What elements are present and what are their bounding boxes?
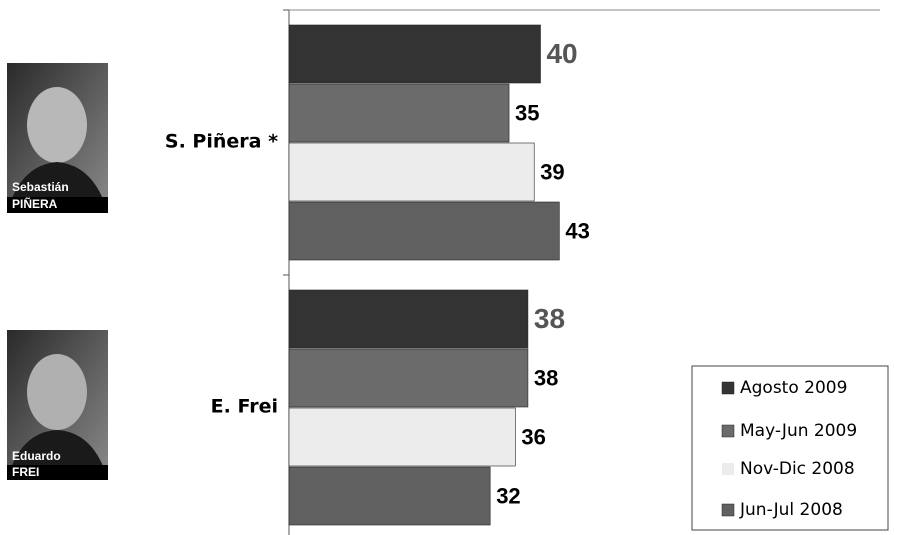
legend-label: Nov-Dic 2008 [740,459,855,479]
legend-swatch [721,424,735,438]
legend-swatch [722,463,734,475]
bar [288,142,535,202]
data-label: 40 [546,38,577,69]
bar [288,466,491,526]
legend-label: Jun-Jul 2008 [739,500,843,520]
bar [288,289,529,349]
legend-label: May-Jun 2009 [740,421,857,441]
legend-label: Agosto 2009 [740,378,847,398]
data-label: 38 [534,303,565,334]
photo [7,330,108,480]
data-label: 32 [496,483,520,508]
bar [288,348,529,408]
bar [288,201,560,261]
photo-caption: Eduardo [12,449,61,463]
photo-caption: FREI [12,465,39,479]
bar [288,407,516,467]
data-label: 35 [515,100,539,125]
data-label: 43 [565,218,589,243]
category-label: S. Piñera * [165,131,278,153]
data-label: 36 [521,424,545,449]
data-label: 39 [540,159,564,184]
photo-caption: Sebastián [12,180,69,194]
data-label: 38 [534,365,558,390]
photo [7,63,108,213]
bar [288,83,510,143]
photo-caption: PIÑERA [12,196,58,211]
legend-swatch [721,503,735,517]
legend-swatch [721,381,735,395]
category-label: E. Frei [211,396,278,418]
bar [288,24,541,84]
